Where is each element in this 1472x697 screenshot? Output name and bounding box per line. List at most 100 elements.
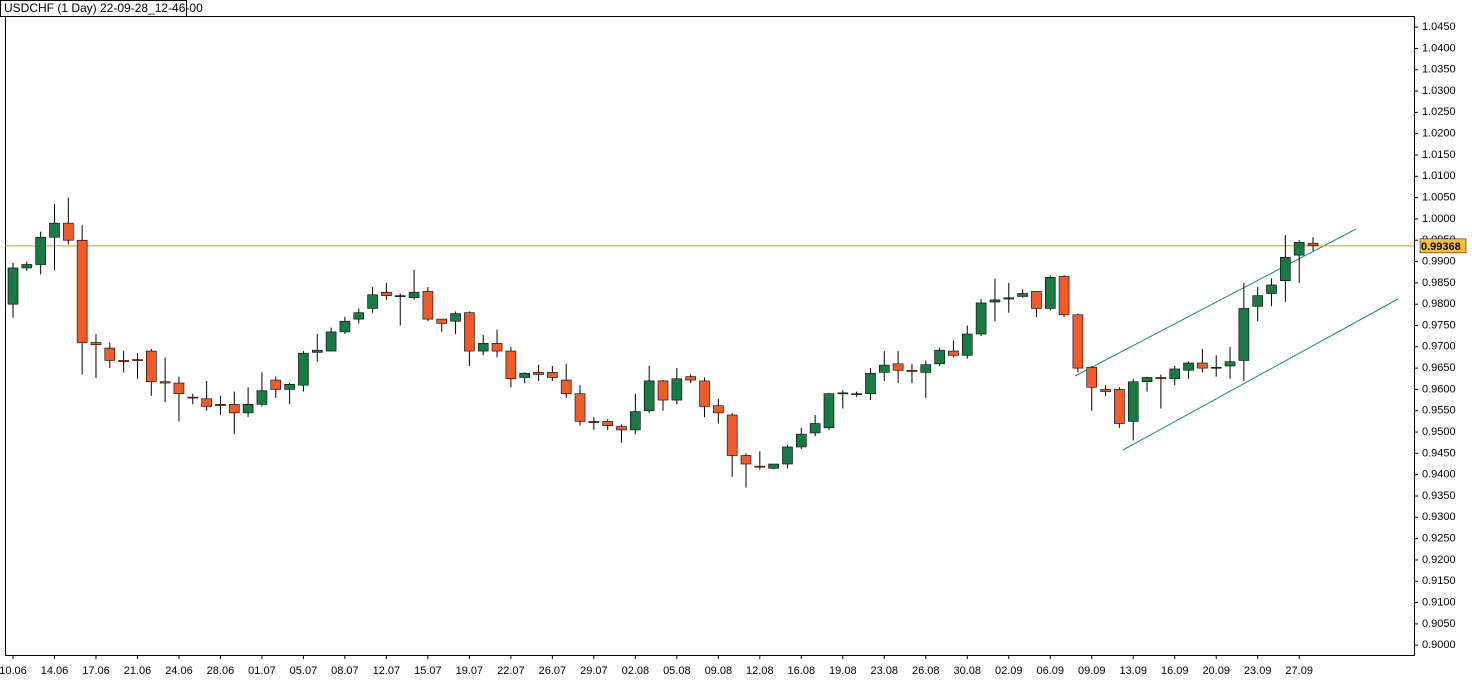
x-tick-label: 13.09 [1119,665,1147,677]
y-tick-label: 1.0200 [1422,128,1456,140]
candle-body [630,411,641,431]
candle-body [837,392,849,395]
y-tick-label: 0.9300 [1422,511,1456,523]
candle-body [367,294,378,309]
candle-body [740,455,752,465]
x-tick-label: 23.09 [1244,665,1272,677]
candle-body [1058,276,1070,316]
y-tick-label: 1.0300 [1422,85,1456,97]
y-tick-label: 1.0100 [1422,170,1456,182]
x-tick-label: 16.08 [788,665,816,677]
candle-body [782,446,793,465]
x-tick-label: 12.07 [373,665,401,677]
candle-body [1293,242,1305,256]
candle-body [1224,361,1236,367]
x-tick-label: 23.08 [871,665,899,677]
y-tick-label: 0.9650 [1422,362,1456,374]
x-tick-label: 02.08 [622,665,650,677]
candle-body [394,295,406,297]
candle-body [671,378,683,401]
candle-body [381,291,392,296]
plot-frame [5,16,1415,656]
x-tick-label: 09.09 [1078,665,1106,677]
y-tick-label: 0.9200 [1422,554,1456,566]
x-tick-label: 05.07 [290,665,318,677]
candle-body [878,364,890,373]
y-tick-label: 0.9250 [1422,533,1456,545]
y-tick-label: 0.9600 [1422,383,1456,395]
candle-body [311,349,323,353]
y-tick-label: 0.9450 [1422,447,1456,459]
candle-body [284,384,295,390]
candle-body [892,363,904,371]
candle-body [491,343,503,352]
x-tick-label: 02.09 [995,665,1023,677]
candle-body [574,393,586,422]
candle-body [1210,366,1222,369]
candle-body [796,433,807,448]
x-tick-label: 22.07 [497,665,525,677]
candle-body [21,264,33,269]
candle-body [242,404,254,414]
x-tick-label: 19.07 [456,665,484,677]
candle-body [726,414,738,456]
y-tick-label: 0.9500 [1422,426,1456,438]
candle-body [713,405,724,414]
y-tick-label: 0.9850 [1422,277,1456,289]
candle-body [588,421,600,423]
candle-body [422,291,434,320]
candle-body [104,347,116,361]
candle-body [228,404,240,414]
y-tick-label: 0.9000 [1422,639,1456,651]
candle-body [505,350,517,380]
candle-body [865,372,876,394]
x-tick-label: 09.08 [705,665,733,677]
candle-body [1280,256,1291,282]
x-tick-label: 17.06 [82,665,110,677]
candle-body [1238,308,1250,361]
candle-body [7,267,19,305]
candle-body [1114,389,1125,424]
x-tick-label: 08.07 [331,665,359,677]
channel-lower [1122,298,1399,451]
x-tick-label: 21.06 [124,665,152,677]
candle-body [298,352,309,386]
x-tick-label: 20.09 [1202,665,1230,677]
candle-body [35,236,46,265]
y-tick-label: 0.9100 [1422,596,1456,608]
last-price-box [1419,238,1467,254]
candle-body [519,372,531,378]
candle-body [616,426,627,431]
x-tick-label: 27.09 [1285,665,1313,677]
x-tick-label: 26.07 [539,665,567,677]
y-tick-label: 0.9150 [1422,575,1456,587]
candle-body [1072,314,1084,369]
x-tick-label: 26.08 [912,665,940,677]
candle-body [118,360,129,363]
candle-body [961,333,973,356]
y-tick-label: 1.0250 [1422,106,1456,118]
candle-body [90,342,102,345]
candle-body [464,312,475,352]
candle-body [809,423,821,434]
candle-body [215,404,226,406]
candle-body [132,359,143,361]
y-tick-label: 1.0150 [1422,149,1456,161]
candle-body [339,320,351,333]
y-tick-label: 0.9750 [1422,319,1456,331]
candle-body [1266,284,1277,294]
candle-body [270,379,282,390]
candle-body [754,465,766,468]
y-tick-label: 1.0400 [1422,42,1456,54]
candle-body [1141,377,1153,383]
x-tick-label: 10.06 [0,665,27,677]
candle-body [560,379,572,394]
candle-body [49,222,60,238]
candle-body [1086,366,1098,388]
candle-body [325,331,337,352]
x-tick-label: 16.09 [1161,665,1189,677]
y-tick-label: 1.0350 [1422,64,1456,76]
x-tick-label: 29.07 [580,665,608,677]
candle-body [1169,368,1181,380]
